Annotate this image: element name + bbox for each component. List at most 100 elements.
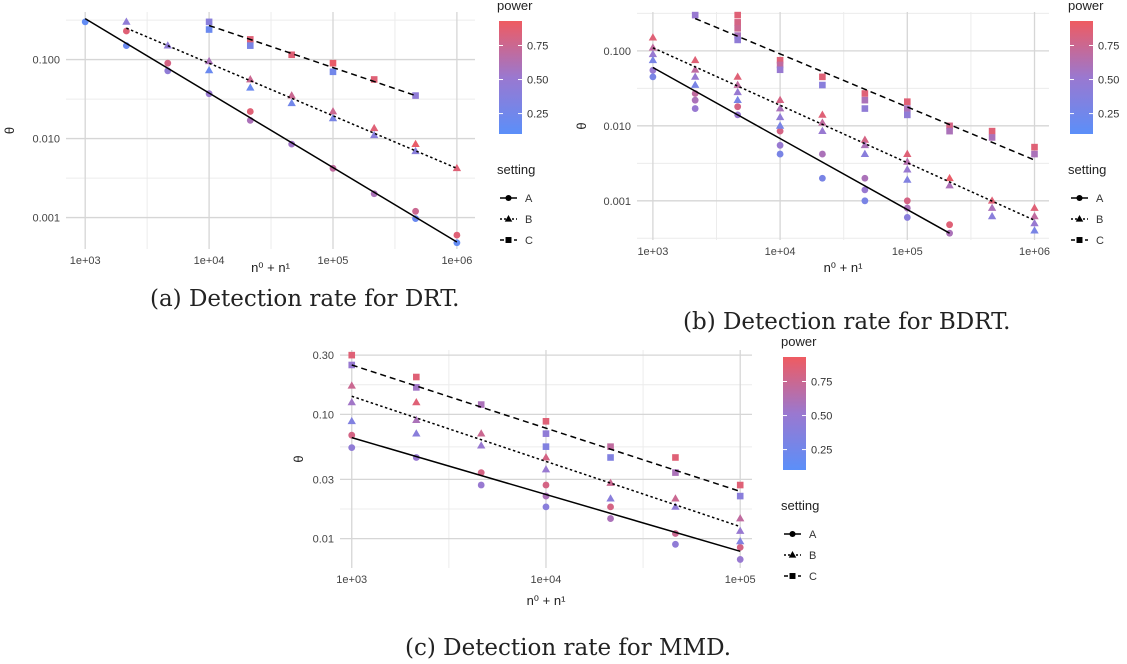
power-colorbar	[499, 21, 522, 134]
data-point-B	[945, 173, 954, 182]
fit-line-A	[652, 66, 950, 234]
data-point-C	[348, 361, 356, 369]
y-axis-title: θ	[291, 455, 306, 462]
data-point-B	[733, 95, 742, 104]
colorbar-tick-label: 0.25	[1098, 109, 1119, 121]
data-point-B	[246, 83, 255, 91]
data-point-A	[946, 221, 953, 229]
data-point-B	[411, 146, 420, 155]
fit-line-C	[694, 17, 1035, 161]
data-point-A	[818, 150, 826, 158]
data-point-B	[736, 526, 745, 534]
data-point-C	[736, 492, 744, 500]
data-point-B	[1030, 218, 1039, 227]
data-point-B	[775, 104, 785, 112]
data-point-C	[370, 76, 378, 83]
data-point-B	[412, 429, 421, 437]
data-point-B	[1030, 211, 1039, 220]
legend-key-marker-A	[789, 530, 796, 538]
colorbar-tick-label: 0.50	[811, 411, 832, 423]
data-point-C	[988, 134, 996, 141]
data-point-B	[733, 72, 742, 80]
data-point-B	[648, 43, 658, 51]
data-point-B	[204, 56, 214, 65]
data-point-C	[246, 42, 254, 49]
data-point-B	[987, 196, 997, 204]
chart-a-panel: 1e+03 1e+04 1e+05 1e+06 0.001 0.010 0.100 n⁰ + …	[2, 12, 475, 275]
fit-line-A	[351, 436, 741, 553]
data-point-B	[671, 502, 680, 510]
x-tick-label: 1e+06	[1019, 246, 1050, 258]
data-point-C	[413, 384, 420, 391]
data-point-A	[412, 207, 419, 215]
data-point-B	[775, 121, 785, 129]
x-tick-label: 1e+04	[194, 255, 225, 267]
data-point-B	[411, 139, 420, 147]
x-tick-label: 1e+03	[336, 574, 367, 586]
y-tick-label: 0.100	[32, 55, 60, 67]
data-point-B	[691, 55, 700, 64]
data-point-B	[1030, 226, 1039, 234]
data-point-C	[542, 430, 550, 437]
data-point-C	[205, 18, 213, 26]
legend-label-A: A	[1096, 193, 1104, 205]
legend-label-A: A	[525, 193, 533, 205]
data-point-A	[164, 59, 172, 67]
colorbar-tick-label: 0.75	[1098, 41, 1119, 53]
data-point-C	[329, 59, 337, 67]
data-point-C	[672, 454, 679, 461]
data-point-A	[691, 105, 699, 112]
data-point-B	[606, 494, 615, 502]
data-point-B	[736, 536, 745, 545]
legend-key-marker-B	[504, 215, 513, 222]
data-point-C	[734, 36, 741, 44]
legend-label-C: C	[1096, 235, 1104, 247]
legend-key-marker-A	[505, 194, 512, 202]
data-point-C	[819, 73, 826, 81]
fit-line-A	[84, 17, 458, 243]
legend-setting-title: setting	[1068, 162, 1106, 177]
data-point-B	[860, 135, 870, 143]
legend-key-marker-A	[1076, 194, 1083, 202]
colorbar-tick-label: 0.25	[527, 109, 548, 121]
x-tick-label: 1e+06	[441, 255, 472, 267]
data-point-C	[607, 454, 614, 461]
fit-line-B	[351, 395, 741, 528]
data-point-B	[691, 80, 700, 88]
data-point-A	[736, 556, 744, 563]
data-point-C	[988, 127, 996, 135]
data-point-A	[861, 197, 869, 205]
data-point-B	[452, 163, 462, 172]
data-point-C	[542, 443, 550, 450]
data-point-A	[607, 503, 614, 511]
x-tick-label: 1e+03	[70, 255, 101, 267]
data-point-B	[648, 33, 658, 41]
legend-power-title: power	[781, 334, 817, 349]
data-point-A	[453, 231, 461, 239]
data-point-B	[648, 55, 658, 64]
x-tick-label: 1e+05	[725, 574, 756, 586]
y-tick-label: 0.01	[313, 534, 334, 546]
data-point-B	[903, 175, 912, 183]
data-point-A	[691, 96, 699, 104]
data-point-C	[1031, 143, 1038, 151]
data-point-A	[776, 127, 784, 135]
data-point-A	[776, 141, 784, 149]
y-axis-title: θ	[574, 122, 589, 129]
data-point-C	[946, 122, 953, 130]
data-point-A	[542, 481, 550, 489]
data-point-B	[860, 140, 870, 149]
data-point-B	[775, 112, 785, 121]
data-point-B	[204, 65, 214, 74]
data-point-C	[477, 401, 485, 408]
colorbar-tick-label: 0.75	[527, 41, 548, 53]
data-point-C	[776, 66, 784, 74]
chart-b-panel: 1e+03 1e+04 1e+05 1e+06 0.001 0.010 0.100 n⁰ + …	[574, 11, 1050, 275]
data-point-B	[945, 181, 954, 189]
data-point-B	[370, 123, 379, 132]
data-point-C	[348, 351, 356, 359]
data-point-B	[328, 107, 338, 115]
x-axis-title: n⁰ + n¹	[824, 260, 863, 275]
data-point-A	[649, 73, 657, 81]
data-point-C	[1031, 150, 1038, 158]
